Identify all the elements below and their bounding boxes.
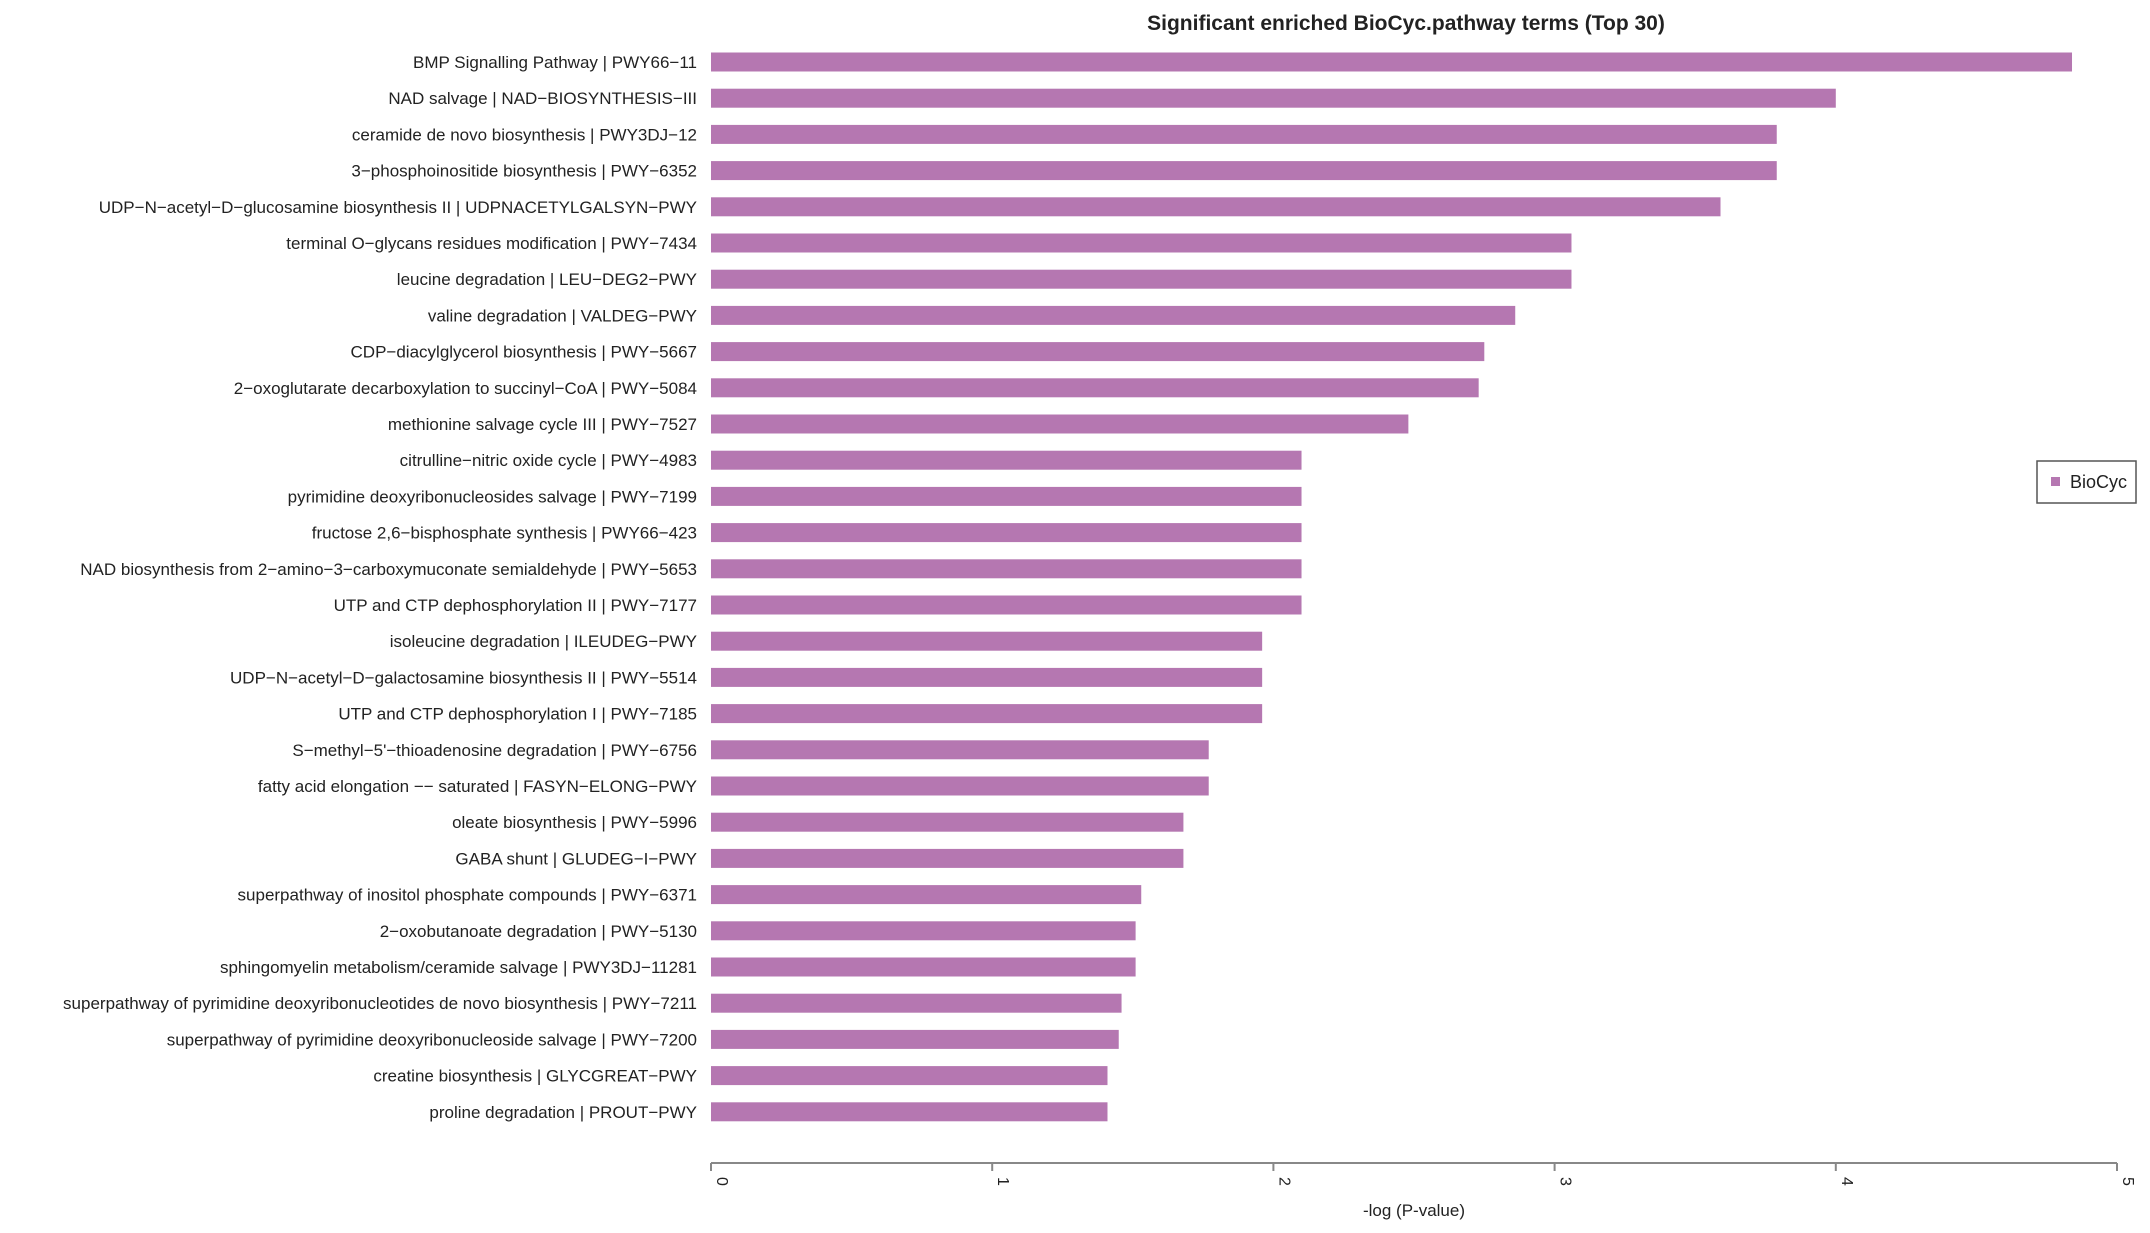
x-tick-label: 1	[994, 1177, 1011, 1186]
bar	[711, 812, 1184, 832]
category-label: GABA shunt | GLUDEG−I−PWY	[455, 849, 697, 868]
category-label: terminal O−glycans residues modification…	[286, 234, 697, 253]
category-label: UTP and CTP dephosphorylation I | PWY−71…	[338, 705, 697, 724]
category-label: NAD salvage | NAD−BIOSYNTHESIS−III	[388, 89, 697, 108]
bars-group	[711, 52, 2073, 1122]
x-axis: 0 1 2 3 4 5	[710, 1162, 2136, 1186]
category-label: leucine degradation | LEU−DEG2−PWY	[397, 270, 697, 289]
bar	[711, 450, 1302, 470]
bar	[711, 1102, 1108, 1122]
category-label: 2−oxoglutarate decarboxylation to succin…	[234, 379, 697, 398]
bar	[711, 921, 1136, 941]
chart-title: Significant enriched BioCyc.pathway term…	[1147, 12, 1665, 35]
bar	[711, 305, 1516, 325]
category-label: oleate biosynthesis | PWY−5996	[452, 813, 697, 832]
bar	[711, 197, 1721, 217]
bar	[711, 88, 1836, 108]
bar	[711, 848, 1184, 868]
bar	[711, 704, 1263, 724]
category-label: proline degradation | PROUT−PWY	[429, 1103, 697, 1122]
bar	[711, 1029, 1119, 1049]
bar	[711, 486, 1302, 506]
x-axis-label: -log (P-value)	[1363, 1201, 1465, 1220]
category-label: superpathway of inositol phosphate compo…	[238, 886, 697, 905]
bar	[711, 993, 1122, 1013]
category-label: sphingomyelin metabolism/ceramide salvag…	[220, 958, 697, 977]
category-labels: BMP Signalling Pathway | PWY66−11 NAD sal…	[63, 53, 697, 1122]
category-label: ceramide de novo biosynthesis | PWY3DJ−1…	[352, 125, 697, 144]
category-label: UDP−N−acetyl−D−glucosamine biosynthesis …	[99, 198, 697, 217]
x-tick-label: 2	[1275, 1177, 1292, 1186]
bar	[711, 124, 1777, 144]
bar	[711, 740, 1209, 760]
category-label: creatine biosynthesis | GLYCGREAT−PWY	[373, 1067, 697, 1086]
bar	[711, 885, 1142, 905]
bar	[711, 414, 1409, 434]
bar	[711, 269, 1572, 289]
bar	[711, 667, 1263, 687]
legend-box	[2036, 460, 2137, 504]
category-label: valine degradation | VALDEG−PWY	[428, 306, 697, 325]
x-tick-label: 4	[1838, 1177, 1855, 1186]
category-label: UDP−N−acetyl−D−galactosamine biosynthesi…	[230, 668, 697, 687]
legend-label: BioCyc	[2070, 472, 2127, 492]
bar	[711, 595, 1302, 615]
category-label: superpathway of pyrimidine deoxyribonucl…	[63, 994, 697, 1013]
category-label: methionine salvage cycle III | PWY−7527	[388, 415, 697, 434]
bar	[711, 378, 1479, 398]
category-label: isoleucine degradation | ILEUDEG−PWY	[390, 632, 697, 651]
bar	[711, 957, 1136, 977]
category-label: fatty acid elongation −− saturated | FAS…	[258, 777, 697, 796]
legend: BioCyc	[2036, 460, 2137, 504]
bar	[711, 342, 1485, 362]
bar	[711, 1066, 1108, 1086]
category-label: NAD biosynthesis from 2−amino−3−carboxym…	[80, 560, 697, 579]
category-label: superpathway of pyrimidine deoxyribonucl…	[167, 1030, 697, 1049]
category-label: 3−phosphoinositide biosynthesis | PWY−63…	[351, 162, 697, 181]
bar	[711, 233, 1572, 253]
legend-swatch	[2051, 477, 2060, 486]
bar	[711, 52, 2073, 72]
bar	[711, 559, 1302, 579]
category-label: fructose 2,6−bisphosphate synthesis | PW…	[312, 524, 697, 543]
x-tick-label: 3	[1557, 1177, 1574, 1186]
category-label: BMP Signalling Pathway | PWY66−11	[413, 53, 697, 72]
bar	[711, 776, 1209, 796]
bar	[711, 523, 1302, 543]
category-label: UTP and CTP dephosphorylation II | PWY−7…	[334, 596, 697, 615]
x-tick-label: 5	[2119, 1177, 2136, 1186]
x-tick-label: 0	[713, 1177, 730, 1186]
category-label: CDP−diacylglycerol biosynthesis | PWY−56…	[351, 343, 697, 362]
bar	[711, 161, 1777, 181]
category-label: pyrimidine deoxyribonucleosides salvage …	[288, 487, 697, 506]
category-label: 2−oxobutanoate degradation | PWY−5130	[380, 922, 697, 941]
bar	[711, 631, 1263, 651]
category-label: citrulline−nitric oxide cycle | PWY−4983	[400, 451, 697, 470]
category-label: S−methyl−5'−thioadenosine degradation | …	[292, 741, 697, 760]
